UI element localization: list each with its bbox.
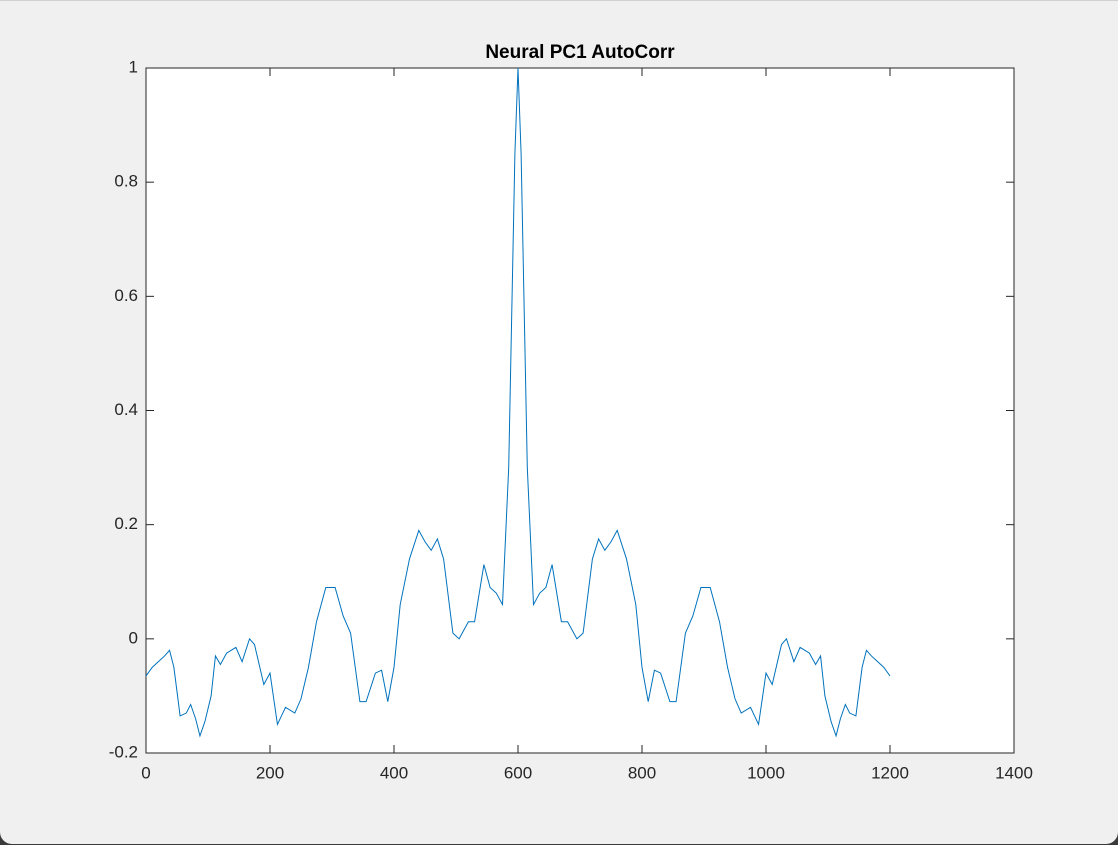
x-tick-label: 800 (628, 763, 656, 782)
x-tick-label: 600 (504, 763, 532, 782)
x-tick-label: 0 (141, 763, 150, 782)
x-tick-label: 1400 (995, 763, 1033, 782)
axes-box (145, 67, 1015, 754)
x-tick-label: 1000 (747, 763, 785, 782)
y-tick-label: 0.6 (114, 286, 138, 305)
y-tick-label: 0.8 (114, 172, 138, 191)
x-tick-label: 400 (380, 763, 408, 782)
y-tick-label: 1 (129, 57, 138, 76)
y-tick-label: -0.2 (109, 742, 138, 761)
chart-title: Neural PC1 AutoCorr (485, 42, 675, 63)
y-tick-label: 0 (129, 628, 138, 647)
x-tick-label: 1200 (871, 763, 909, 782)
y-tick-label: 0.2 (114, 514, 138, 533)
y-tick-label: 0.4 (114, 400, 138, 419)
data-line (145, 67, 891, 738)
x-tick-label: 200 (256, 763, 284, 782)
